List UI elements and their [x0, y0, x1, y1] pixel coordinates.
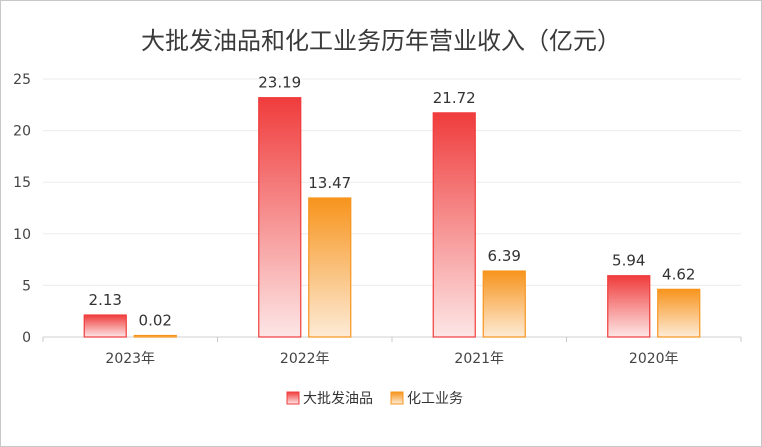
x-tick-label: 2020年 — [629, 351, 679, 367]
y-tick-label: 0 — [22, 330, 31, 346]
x-axis: 2023年 2022年 2021年 2020年 — [42, 337, 742, 367]
bar-oil — [258, 97, 302, 338]
bar-chemical — [308, 197, 352, 338]
data-label: 23.19 — [258, 74, 301, 92]
legend-label: 化工业务 — [407, 391, 463, 407]
bar-oil — [432, 112, 476, 338]
data-label: 6.39 — [488, 247, 521, 265]
y-tick-label: 25 — [13, 72, 31, 88]
data-label: 4.62 — [662, 265, 695, 283]
legend-label: 大批发油品 — [303, 391, 373, 407]
y-tick-label: 10 — [13, 227, 31, 243]
data-label: 13.47 — [308, 174, 351, 192]
x-tick-label: 2023年 — [105, 351, 155, 367]
y-tick-label: 5 — [22, 278, 31, 294]
chart-title: 大批发油品和化工业务历年营业收入（亿元） — [141, 27, 621, 55]
y-tick-label: 15 — [13, 175, 31, 191]
legend: 大批发油品 化工业务 — [286, 391, 463, 407]
legend-swatch — [286, 391, 300, 405]
y-axis: 0 5 10 15 20 25 — [13, 72, 31, 346]
bars: 2.13 0.02 23.19 13.47 21.72 6.39 5.94 4.62 — [83, 74, 701, 338]
bar-chemical — [657, 288, 701, 338]
x-tick-label: 2021年 — [454, 351, 504, 367]
y-tick-label: 20 — [13, 124, 31, 140]
data-label: 2.13 — [89, 291, 122, 309]
bar-oil — [607, 275, 651, 338]
data-label: 0.02 — [139, 312, 172, 330]
data-label: 21.72 — [433, 89, 476, 107]
bar-chemical — [133, 334, 177, 338]
x-tick-label: 2022年 — [280, 351, 330, 367]
legend-swatch — [390, 391, 404, 405]
bar-oil — [83, 314, 127, 338]
data-label: 5.94 — [612, 252, 645, 270]
bar-chemical — [482, 270, 526, 338]
